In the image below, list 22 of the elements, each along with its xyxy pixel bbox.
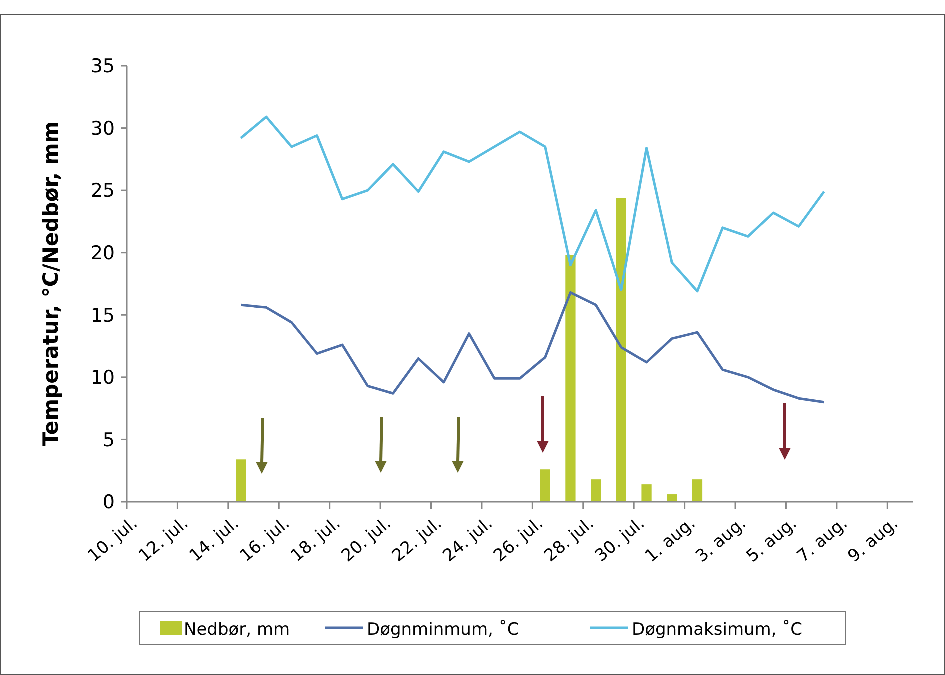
y-tick-label: 20 xyxy=(90,242,115,265)
y-tick-label: 25 xyxy=(90,180,115,202)
y-tick-label: 35 xyxy=(90,56,115,78)
y-axis-title: Temperatur, °C/Nedbør, mm xyxy=(39,121,63,447)
y-tick-label: 15 xyxy=(90,304,115,327)
legend-label: Døgnmaksimum, ˚C xyxy=(632,620,803,640)
bar xyxy=(590,480,602,502)
y-tick-label: 30 xyxy=(90,118,115,140)
bar xyxy=(667,494,678,502)
legend-label: Nedbør, mm xyxy=(184,620,290,640)
bar xyxy=(642,484,652,502)
bar xyxy=(236,460,246,502)
y-tick-label: 5 xyxy=(102,429,115,452)
bar xyxy=(566,255,576,502)
legend-label: Døgnminmum, ˚C xyxy=(367,620,520,640)
line-series xyxy=(240,116,826,293)
y-tick-label: 10 xyxy=(90,367,115,390)
line-series xyxy=(240,291,826,404)
bar xyxy=(540,470,550,502)
y-tick-label: 0 xyxy=(102,492,115,514)
bar xyxy=(692,480,703,502)
bar xyxy=(616,198,626,502)
